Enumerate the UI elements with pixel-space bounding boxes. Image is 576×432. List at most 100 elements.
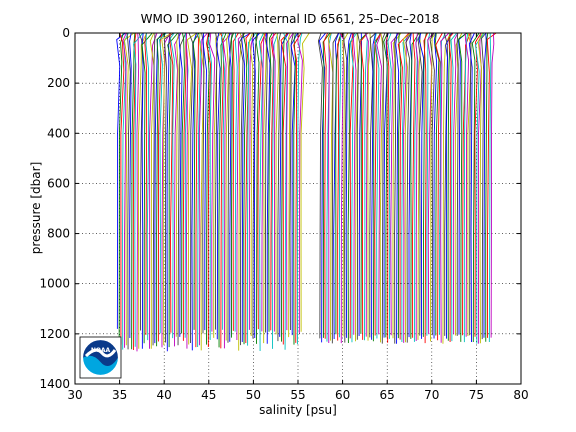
profile-line: [261, 32, 268, 332]
noaa-logo-icon: NOAA: [79, 336, 122, 379]
profile-line: [145, 32, 150, 341]
profile-line: [119, 32, 125, 345]
profile-line: [271, 32, 276, 332]
profile-line: [374, 32, 382, 336]
profile-line: [220, 32, 226, 330]
profile-line: [289, 32, 294, 331]
profile-line: [242, 32, 248, 345]
profile-line: [166, 32, 171, 352]
profile-line: [468, 32, 475, 342]
profile-line: [386, 32, 390, 343]
profile-line: [232, 32, 239, 331]
profile-line: [458, 32, 468, 342]
profile-line: [178, 32, 183, 337]
profile-line: [174, 32, 182, 347]
profile-line: [331, 32, 339, 344]
profile-line: [467, 32, 472, 337]
profile-line: [471, 32, 480, 342]
profile-line: [241, 32, 251, 342]
profile-line: [475, 32, 485, 344]
profile-line: [230, 32, 234, 338]
y-tick-label: 600: [47, 176, 70, 190]
profile-line: [192, 32, 200, 330]
profile-line: [371, 32, 377, 340]
profile-line: [257, 32, 266, 330]
profile-line: [486, 32, 497, 338]
profile-line: [296, 32, 303, 345]
profile-line: [297, 32, 303, 334]
profile-line: [483, 32, 487, 338]
y-tick-label: 1200: [39, 327, 70, 341]
profile-line: [490, 32, 495, 338]
profile-line: [275, 32, 279, 335]
profile-line: [131, 32, 136, 350]
profile-line: [207, 32, 212, 341]
profile-line: [355, 32, 359, 342]
profile-line: [159, 32, 167, 334]
profile-line: [116, 32, 126, 329]
profile-line: [141, 32, 144, 349]
profile-line: [279, 32, 289, 337]
profile-line: [488, 32, 492, 342]
profile-line: [427, 32, 434, 335]
profile-line: [118, 32, 124, 346]
profile-line: [381, 32, 386, 344]
profile-line: [327, 32, 334, 341]
profile-line: [175, 32, 180, 337]
x-tick-label: 75: [469, 388, 484, 402]
profile-line: [248, 32, 255, 330]
x-tick-label: 45: [201, 388, 216, 402]
profile-line: [245, 32, 251, 344]
logo-text: NOAA: [91, 347, 111, 354]
profile-line: [442, 32, 451, 344]
profile-line: [123, 32, 135, 346]
profile-line: [239, 32, 246, 346]
x-tick-label: 70: [424, 388, 439, 402]
profile-line: [390, 32, 400, 336]
profile-line: [132, 32, 137, 351]
profile-line: [149, 32, 155, 349]
profile-line: [222, 32, 232, 349]
profile-line: [281, 32, 288, 342]
profile-line: [445, 32, 453, 339]
profile-line: [477, 32, 484, 344]
profile-line: [184, 32, 189, 338]
profile-line: [129, 32, 132, 339]
profile-line: [433, 32, 438, 339]
profile-line: [317, 32, 323, 339]
x-tick-label: 40: [157, 388, 172, 402]
profile-line: [136, 32, 140, 352]
profile-line: [434, 32, 440, 336]
profile-line: [364, 32, 369, 337]
profile-line: [345, 32, 352, 338]
profile-line: [133, 32, 144, 347]
profile-line: [220, 32, 224, 349]
profile-line: [186, 32, 197, 345]
profile-line: [264, 32, 268, 333]
profile-line: [185, 32, 188, 349]
profile-line: [429, 32, 435, 336]
profile-line: [339, 32, 345, 344]
profile-line: [163, 32, 175, 343]
profile-line: [430, 32, 437, 342]
profile-line: [157, 32, 163, 342]
profile-line: [270, 32, 277, 331]
profile-line: [202, 32, 207, 331]
profile-line: [206, 32, 211, 347]
profile-lines: [116, 32, 497, 352]
profile-line: [456, 32, 459, 336]
profile-line: [122, 32, 127, 348]
profile-line: [423, 32, 429, 344]
y-tick-label: 1000: [39, 277, 70, 291]
y-tick-label: 400: [47, 126, 70, 140]
x-axis-ticks: 30 35 40 45 50 55 60 65 70 75 80: [67, 33, 529, 402]
profile-line: [481, 32, 487, 340]
profile-line: [383, 32, 388, 338]
profile-line: [149, 32, 158, 349]
profile-line: [360, 32, 369, 340]
profile-line: [236, 32, 245, 340]
profile-line: [338, 32, 342, 338]
profile-line: [288, 32, 291, 338]
profile-line: [349, 32, 354, 339]
profile-line: [415, 32, 419, 341]
